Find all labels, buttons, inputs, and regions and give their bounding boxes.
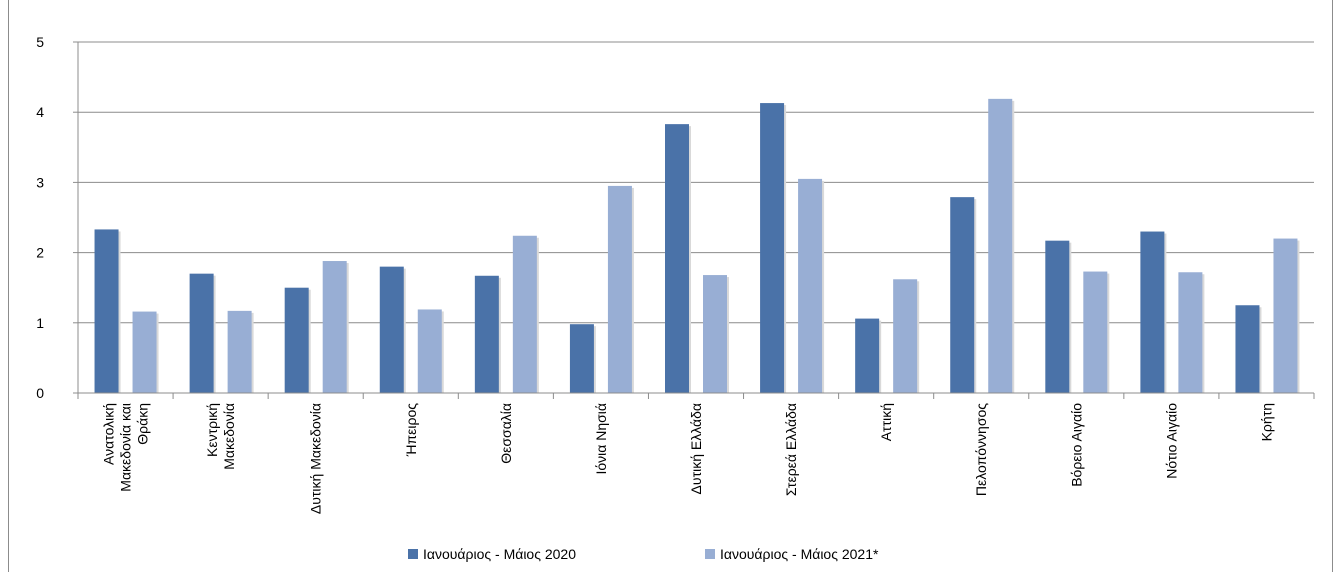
- x-category-label: Θεσσαλία: [498, 403, 514, 464]
- legend-swatch: [705, 549, 715, 559]
- x-category-label: Δυτική Ελλάδα: [688, 403, 704, 494]
- x-category-label-line: Μακεδονία: [221, 403, 237, 470]
- bar-series1: [1140, 231, 1165, 393]
- x-category-label: Αττική: [878, 403, 894, 441]
- bar-series2: [703, 275, 727, 393]
- x-category-label-line: Ανατολική: [101, 403, 117, 465]
- y-tick-label: 2: [36, 245, 44, 261]
- x-category-label: ΑνατολικήΜακεδονία καιΘράκη: [101, 403, 151, 492]
- bar-series1: [94, 229, 119, 393]
- x-category-label-line: Αττική: [878, 403, 894, 441]
- x-category-label: Ήπειρος: [403, 403, 419, 457]
- x-category-label-line: Νότιο Αιγαίο: [1163, 403, 1179, 479]
- bar-series1: [1045, 240, 1070, 393]
- legend-label: Ιανουάριος - Μάιος 2020: [423, 546, 576, 562]
- bar-series1: [379, 266, 404, 393]
- bar-series1: [284, 287, 309, 393]
- x-category-label-line: Κρήτη: [1258, 403, 1274, 441]
- bar-series1: [760, 103, 785, 393]
- bar-series2: [417, 309, 442, 393]
- bar-series2: [227, 310, 252, 393]
- x-category-label: Βόρειο Αιγαίο: [1068, 403, 1084, 487]
- chart-frame: [8, 0, 1333, 572]
- bar-series1: [189, 273, 214, 393]
- bar-series2: [1178, 272, 1203, 393]
- bar-series2: [512, 235, 537, 393]
- bar-series1: [665, 124, 689, 393]
- x-category-label-line: Πελοπόννησος: [973, 403, 989, 496]
- y-tick-label: 3: [36, 174, 44, 190]
- x-category-label-line: Ιόνια Νησιά: [593, 403, 609, 475]
- bar-series1: [474, 275, 499, 393]
- bar-series2: [893, 279, 918, 393]
- y-tick-label: 0: [36, 385, 44, 401]
- x-category-label-line: Μακεδονία και: [118, 403, 134, 492]
- x-category-label: Δυτική Μακεδονία: [308, 403, 324, 514]
- x-category-label-line: Δυτική Ελλάδα: [688, 403, 704, 494]
- bar-series1: [569, 324, 594, 393]
- bar-series2: [798, 178, 823, 393]
- legend-swatch: [408, 549, 418, 559]
- legend-label: Ιανουάριος - Μάιος 2021*: [720, 546, 879, 562]
- bar-series1: [950, 197, 975, 393]
- x-category-label: Κρήτη: [1258, 403, 1274, 441]
- y-tick-label: 5: [36, 34, 44, 50]
- x-category-label: Ιόνια Νησιά: [593, 403, 609, 475]
- x-category-label-line: Κεντρική: [204, 403, 220, 457]
- bar-series2: [322, 261, 347, 393]
- x-category-label: Νότιο Αιγαίο: [1163, 403, 1179, 479]
- x-category-label-line: Ήπειρος: [403, 403, 419, 457]
- bar-series2: [132, 311, 157, 393]
- x-category-label-line: Δυτική Μακεδονία: [308, 403, 324, 514]
- x-category-label: Στερεά Ελλάδα: [783, 403, 799, 496]
- x-category-label-line: Βόρειο Αιγαίο: [1068, 403, 1084, 487]
- bar-series2: [988, 98, 1013, 393]
- bar-series1: [1235, 305, 1260, 393]
- bar-series1: [855, 318, 880, 393]
- bar-series2: [607, 185, 632, 393]
- y-tick-label: 4: [36, 104, 44, 120]
- x-category-label-line: Στερεά Ελλάδα: [783, 403, 799, 496]
- bar-series2: [1083, 271, 1108, 393]
- bar-series2: [1273, 238, 1298, 393]
- x-category-label: ΚεντρικήΜακεδονία: [204, 403, 237, 470]
- y-tick-label: 1: [36, 315, 44, 331]
- x-category-label-line: Θεσσαλία: [498, 403, 514, 464]
- x-category-label: Πελοπόννησος: [973, 403, 989, 496]
- x-category-label-line: Θράκη: [135, 403, 151, 445]
